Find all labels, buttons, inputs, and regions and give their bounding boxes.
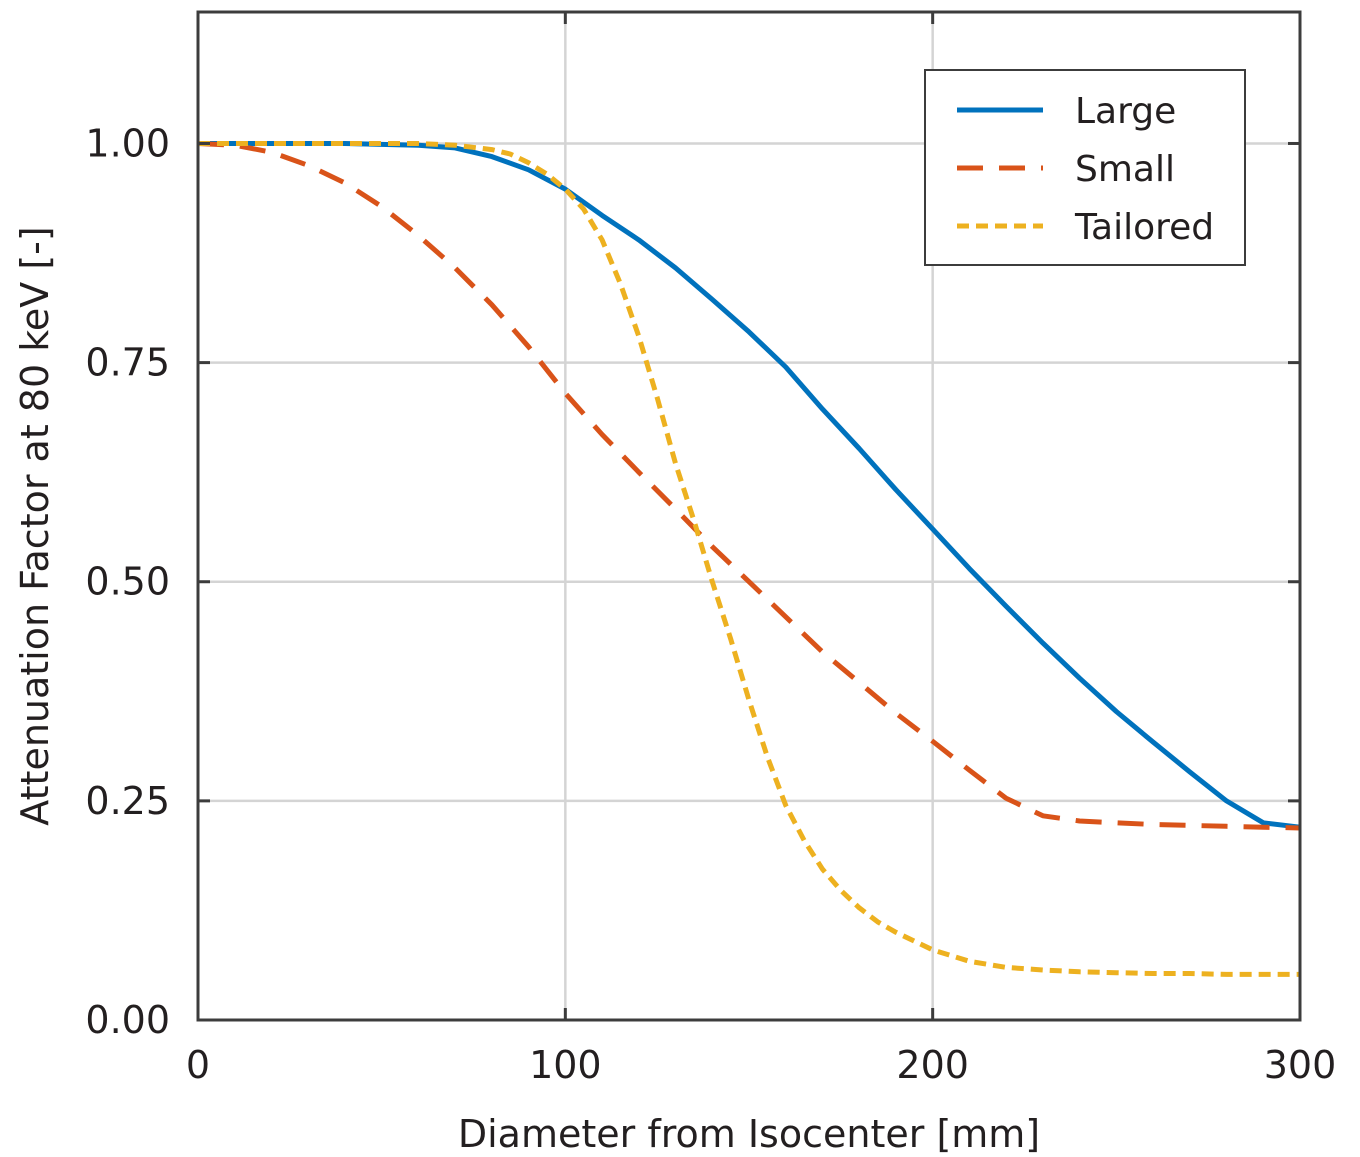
legend-label-small: Small bbox=[1075, 149, 1175, 190]
y-tick-label: 0.25 bbox=[85, 779, 170, 823]
y-tick-label: 0.50 bbox=[85, 560, 170, 604]
x-tick-label: 100 bbox=[529, 1043, 602, 1087]
legend-label-large: Large bbox=[1075, 91, 1176, 132]
series-line-small bbox=[197, 141, 1301, 831]
legend-label-tailored: Tailored bbox=[1074, 207, 1214, 248]
y-tick-label: 1.00 bbox=[85, 121, 170, 165]
x-tick-label: 0 bbox=[186, 1043, 210, 1087]
x-tick-label: 200 bbox=[896, 1043, 969, 1087]
series-lines bbox=[197, 141, 1301, 977]
y-tick-label: 0.00 bbox=[85, 998, 170, 1042]
series-line-large bbox=[198, 141, 1301, 830]
x-tick-label: 300 bbox=[1264, 1043, 1337, 1087]
series-line-tailored bbox=[198, 141, 1300, 977]
axis-ticks: 0 100 200 300 0.00 0.25 0.50 0.75 1.00 bbox=[85, 12, 1336, 1087]
legend: Large Small Tailored bbox=[924, 69, 1246, 266]
y-axis-label: Attenuation Factor at 80 keV [-] bbox=[13, 226, 57, 825]
x-axis-label: Diameter from Isocenter [mm] bbox=[458, 1112, 1040, 1156]
plot-frame bbox=[196, 10, 1302, 1022]
y-tick-label: 0.75 bbox=[85, 341, 170, 385]
